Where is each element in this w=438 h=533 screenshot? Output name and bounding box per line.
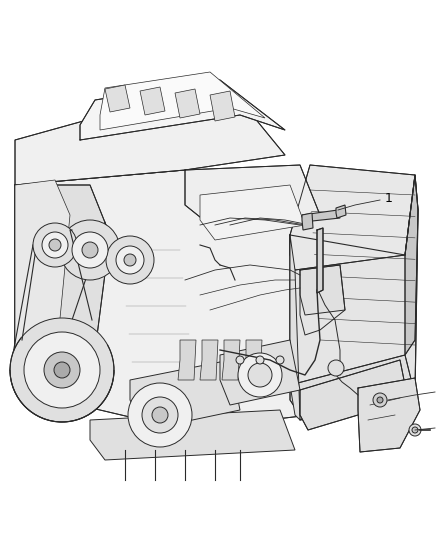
Text: 4: 4 — [437, 419, 438, 432]
Circle shape — [412, 427, 418, 433]
Polygon shape — [15, 185, 110, 390]
Circle shape — [124, 254, 136, 266]
Polygon shape — [178, 340, 196, 380]
Polygon shape — [200, 340, 218, 380]
Circle shape — [236, 356, 244, 364]
Circle shape — [256, 356, 264, 364]
Circle shape — [276, 356, 284, 364]
Circle shape — [128, 383, 192, 447]
Circle shape — [33, 223, 77, 267]
Circle shape — [42, 232, 68, 258]
Circle shape — [377, 397, 383, 403]
Polygon shape — [15, 170, 310, 430]
Circle shape — [44, 352, 80, 388]
Circle shape — [328, 360, 344, 376]
Polygon shape — [175, 89, 200, 118]
Polygon shape — [290, 175, 418, 420]
Circle shape — [409, 424, 421, 436]
Polygon shape — [15, 100, 285, 185]
Circle shape — [152, 407, 168, 423]
Polygon shape — [200, 185, 305, 240]
Circle shape — [248, 363, 272, 387]
Circle shape — [10, 318, 114, 422]
Polygon shape — [15, 180, 70, 385]
Polygon shape — [290, 355, 415, 415]
Polygon shape — [185, 165, 320, 225]
Polygon shape — [130, 360, 240, 430]
Polygon shape — [300, 265, 345, 315]
Polygon shape — [405, 175, 418, 355]
Polygon shape — [336, 205, 346, 218]
Circle shape — [24, 332, 100, 408]
Text: 3: 3 — [437, 384, 438, 397]
Polygon shape — [300, 360, 408, 430]
Circle shape — [106, 236, 154, 284]
Circle shape — [238, 353, 282, 397]
Polygon shape — [210, 91, 235, 121]
Polygon shape — [80, 80, 285, 140]
Text: 1: 1 — [385, 191, 393, 205]
Polygon shape — [302, 210, 340, 222]
Circle shape — [54, 362, 70, 378]
Polygon shape — [317, 228, 323, 293]
Circle shape — [49, 239, 61, 251]
Polygon shape — [358, 378, 420, 452]
Polygon shape — [222, 340, 240, 380]
Polygon shape — [90, 410, 295, 460]
Polygon shape — [290, 235, 300, 420]
Circle shape — [373, 393, 387, 407]
Polygon shape — [244, 340, 262, 380]
Circle shape — [142, 397, 178, 433]
Circle shape — [60, 220, 120, 280]
Polygon shape — [220, 340, 300, 405]
Polygon shape — [105, 85, 130, 112]
Circle shape — [72, 232, 108, 268]
Polygon shape — [100, 72, 265, 130]
Polygon shape — [302, 213, 313, 230]
Circle shape — [116, 246, 144, 274]
Polygon shape — [140, 87, 165, 115]
Polygon shape — [290, 165, 415, 270]
Circle shape — [82, 242, 98, 258]
